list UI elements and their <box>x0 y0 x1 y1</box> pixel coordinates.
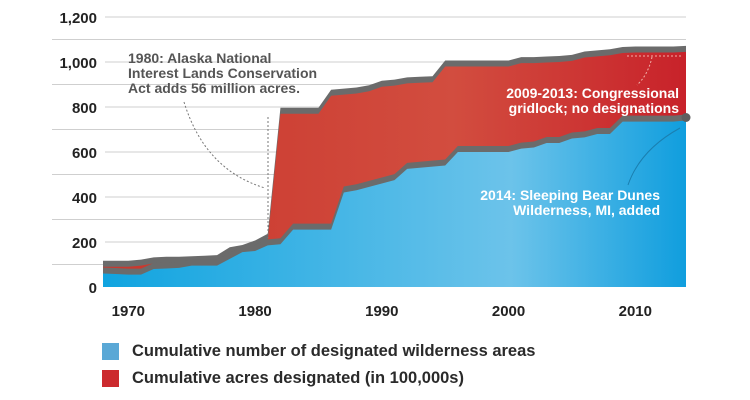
y-tick-label: 1,200 <box>59 10 97 27</box>
annotation-text: Wilderness, MI, added <box>513 202 660 218</box>
x-tick-label: 1980 <box>238 303 271 320</box>
legend-swatch-red <box>102 370 119 387</box>
x-tick-label: 2010 <box>619 303 652 320</box>
y-tick-label: 400 <box>72 190 97 207</box>
y-tick-label: 800 <box>72 100 97 117</box>
legend-label-acres: Cumulative acres designated (in 100,000s… <box>132 369 464 387</box>
legend-label-areas: Cumulative number of designated wilderne… <box>132 342 536 360</box>
annotation-text: Act adds 56 million acres. <box>128 80 300 96</box>
annotation-text: 2014: Sleeping Bear Dunes <box>480 187 660 203</box>
series-areas-area <box>103 120 686 287</box>
legend-item-acres: Cumulative acres designated (in 100,000s… <box>102 369 464 388</box>
x-tick-label: 1990 <box>365 303 398 320</box>
annotation-text: gridlock; no designations <box>509 100 680 116</box>
x-axis: 1970 1980 1990 2000 2010 <box>112 303 652 320</box>
y-tick-label: 1,000 <box>59 55 97 72</box>
legend-swatch-blue <box>102 343 119 360</box>
y-axis: 0 200 400 600 800 1,000 1,200 <box>59 10 97 297</box>
annotation-text: 2009-2013: Congressional <box>506 85 679 101</box>
marker-2014 <box>681 113 691 122</box>
annotation-text: Interest Lands Conservation <box>128 65 317 81</box>
y-tick-label: 200 <box>72 235 97 252</box>
x-tick-label: 1970 <box>112 303 145 320</box>
x-tick-label: 2000 <box>492 303 525 320</box>
annotation-text: 1980: Alaska National <box>128 50 271 66</box>
y-tick-label: 600 <box>72 145 97 162</box>
y-tick-label: 0 <box>89 280 97 297</box>
leader-1980 <box>183 101 266 189</box>
leader-2014 <box>627 127 681 186</box>
leader-gridlock <box>636 56 653 86</box>
legend-item-areas: Cumulative number of designated wilderne… <box>102 342 535 361</box>
plot-area <box>103 45 691 287</box>
